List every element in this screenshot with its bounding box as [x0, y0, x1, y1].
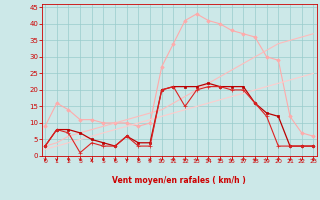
X-axis label: Vent moyen/en rafales ( km/h ): Vent moyen/en rafales ( km/h ) — [112, 176, 246, 185]
